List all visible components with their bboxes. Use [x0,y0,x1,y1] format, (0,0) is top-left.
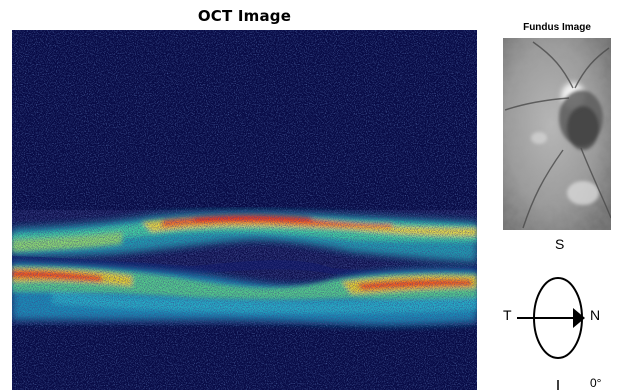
fundus-photo-graphic [503,38,611,230]
oct-image-title: OCT Image [197,7,292,25]
eye-orientation-graphic [517,277,585,390]
scan-direction-arrow-icon [573,308,585,328]
orientation-label-temporal: T [503,307,512,323]
oct-image [12,30,477,390]
orientation-label-nasal: N [590,307,601,323]
orientation-label-superior: S [555,236,565,252]
orientation-angle-label: 0° [590,376,602,390]
fundus-image [503,38,611,230]
fundus-image-title: Fundus Image [523,22,591,33]
oct-scan-graphic [12,30,477,390]
orientation-diagram: S T N 0° [497,230,642,390]
